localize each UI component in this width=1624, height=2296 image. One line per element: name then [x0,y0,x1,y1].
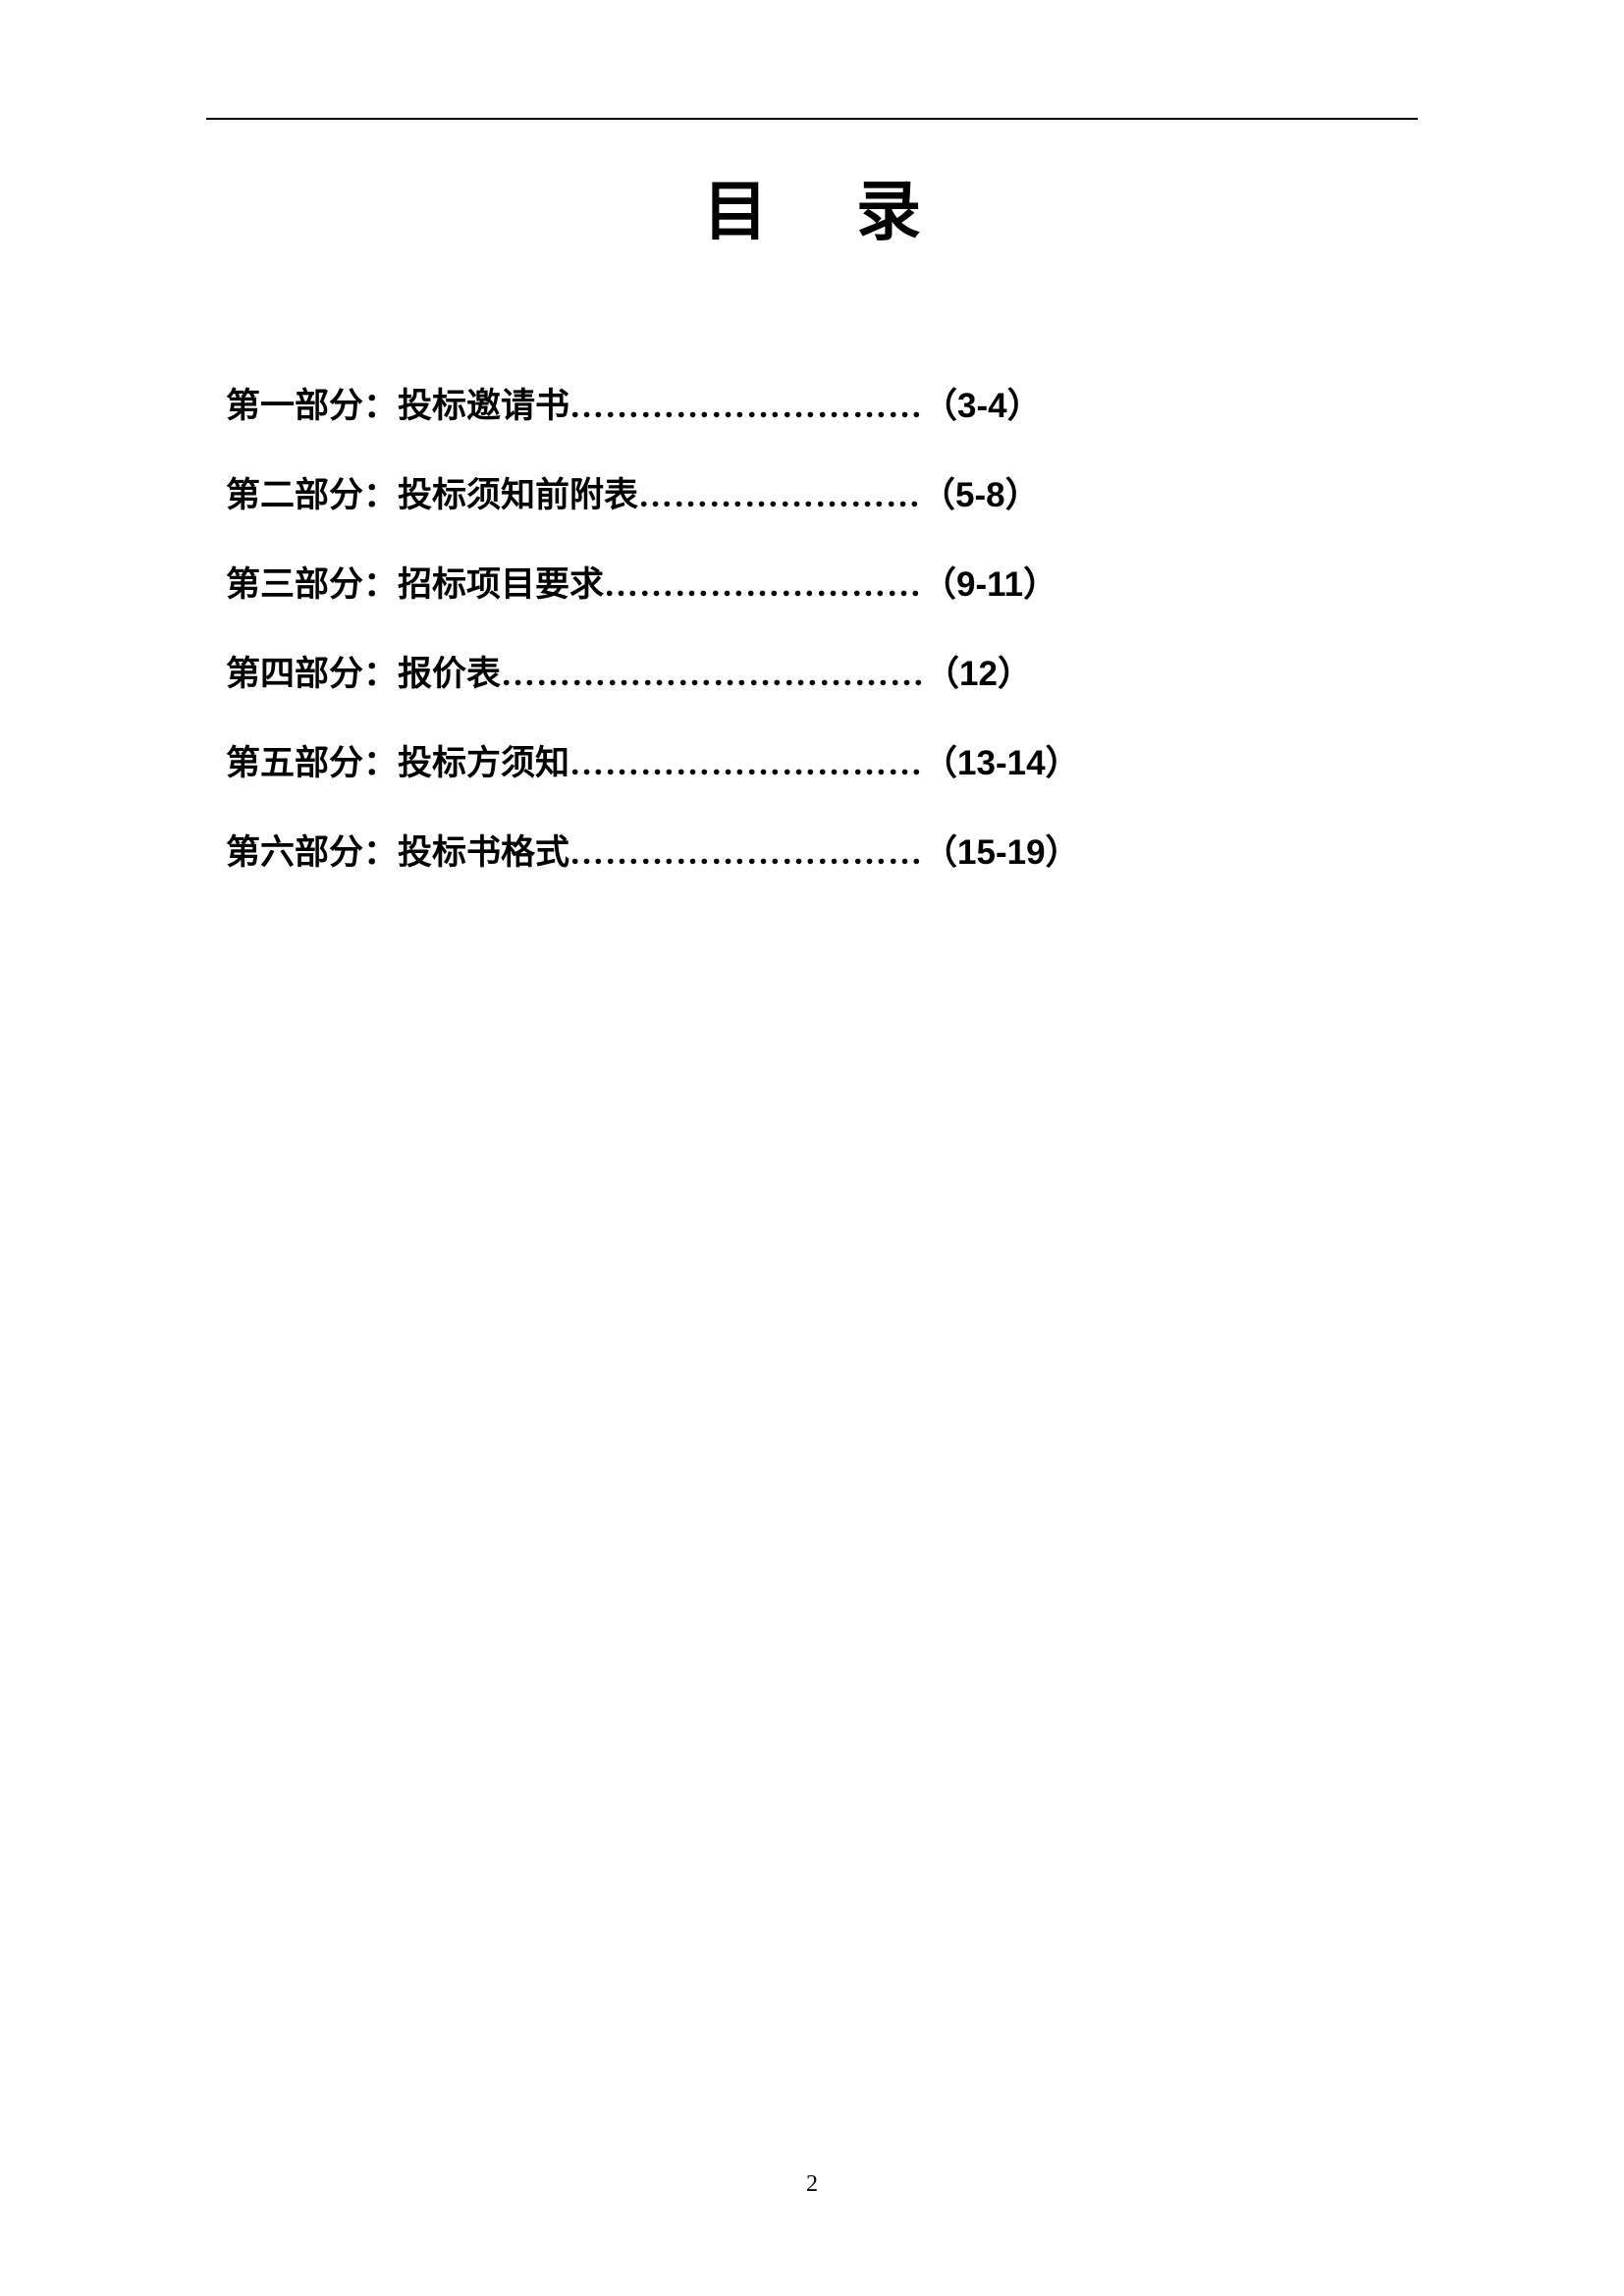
toc-item: 第二部分：投标须知前附表 …………………… （5-8） [226,451,1398,540]
toc-item: 第六部分：投标书格式 ………………………… （15-19） [226,808,1398,897]
toc-item: 第四部分：报价表 ……………………………… （12） [226,629,1398,719]
toc-pages: （15-19） [923,808,1080,897]
toc-dots: ……………………………… [501,629,925,719]
table-of-contents: 第一部分：投标邀请书 ………………………… （3-4） 第二部分：投标须知前附表… [196,361,1428,897]
toc-label: 第三部分：招标项目要求 [226,540,604,629]
toc-pages: （5-8） [921,451,1040,540]
toc-pages: （9-11） [922,540,1057,629]
toc-label: 第二部分：投标须知前附表 [226,451,638,540]
toc-pages: （13-14） [923,719,1080,808]
toc-label: 第六部分：投标书格式 [226,808,569,897]
document-page: 目录 第一部分：投标邀请书 ………………………… （3-4） 第二部分：投标须知… [0,0,1624,2296]
toc-pages: （3-4） [923,361,1042,451]
toc-dots: …………………… [638,451,921,540]
toc-label: 第一部分：投标邀请书 [226,361,569,451]
header-divider [206,118,1418,120]
toc-label: 第五部分：投标方须知 [226,719,569,808]
toc-dots: ……………………… [604,540,922,629]
toc-dots: ………………………… [569,719,923,808]
page-number: 2 [0,2171,1624,2198]
toc-dots: ………………………… [569,361,923,451]
toc-item: 第三部分：招标项目要求 ……………………… （9-11） [226,540,1398,629]
toc-item: 第五部分：投标方须知 ………………………… （13-14） [226,719,1398,808]
toc-dots: ………………………… [569,808,923,897]
toc-pages: （12） [925,629,1032,719]
toc-label: 第四部分：报价表 [226,629,501,719]
toc-item: 第一部分：投标邀请书 ………………………… （3-4） [226,361,1398,451]
page-title: 目录 [196,159,1428,253]
